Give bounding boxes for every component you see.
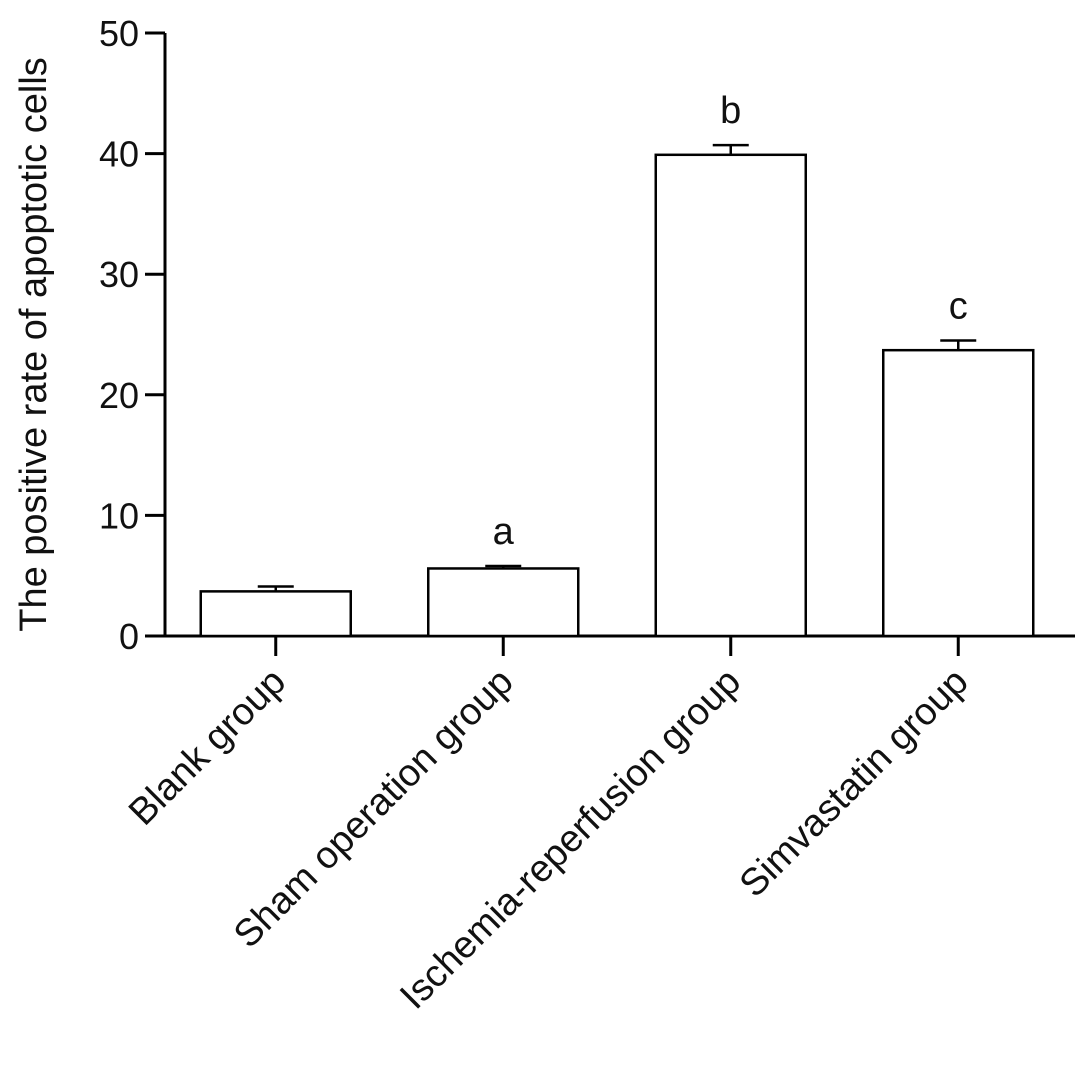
bar bbox=[882, 348, 1035, 638]
y-tick-label: 20 bbox=[99, 375, 139, 416]
bar bbox=[654, 153, 807, 638]
y-tick-label: 30 bbox=[99, 254, 139, 295]
significance-label: c bbox=[949, 286, 968, 328]
y-tick-label: 10 bbox=[99, 495, 139, 536]
significance-label: a bbox=[493, 511, 515, 553]
y-tick-label: 40 bbox=[99, 134, 139, 175]
bar bbox=[427, 567, 580, 638]
x-tick-label: Simvastatin group bbox=[732, 661, 977, 906]
y-tick-label: 0 bbox=[119, 616, 139, 657]
y-tick-label: 50 bbox=[99, 13, 139, 54]
x-tick-label: Blank group bbox=[121, 661, 294, 834]
significance-label: b bbox=[720, 90, 741, 132]
y-axis-label: The positive rate of apoptotic cells bbox=[13, 57, 55, 632]
bar bbox=[199, 590, 352, 638]
